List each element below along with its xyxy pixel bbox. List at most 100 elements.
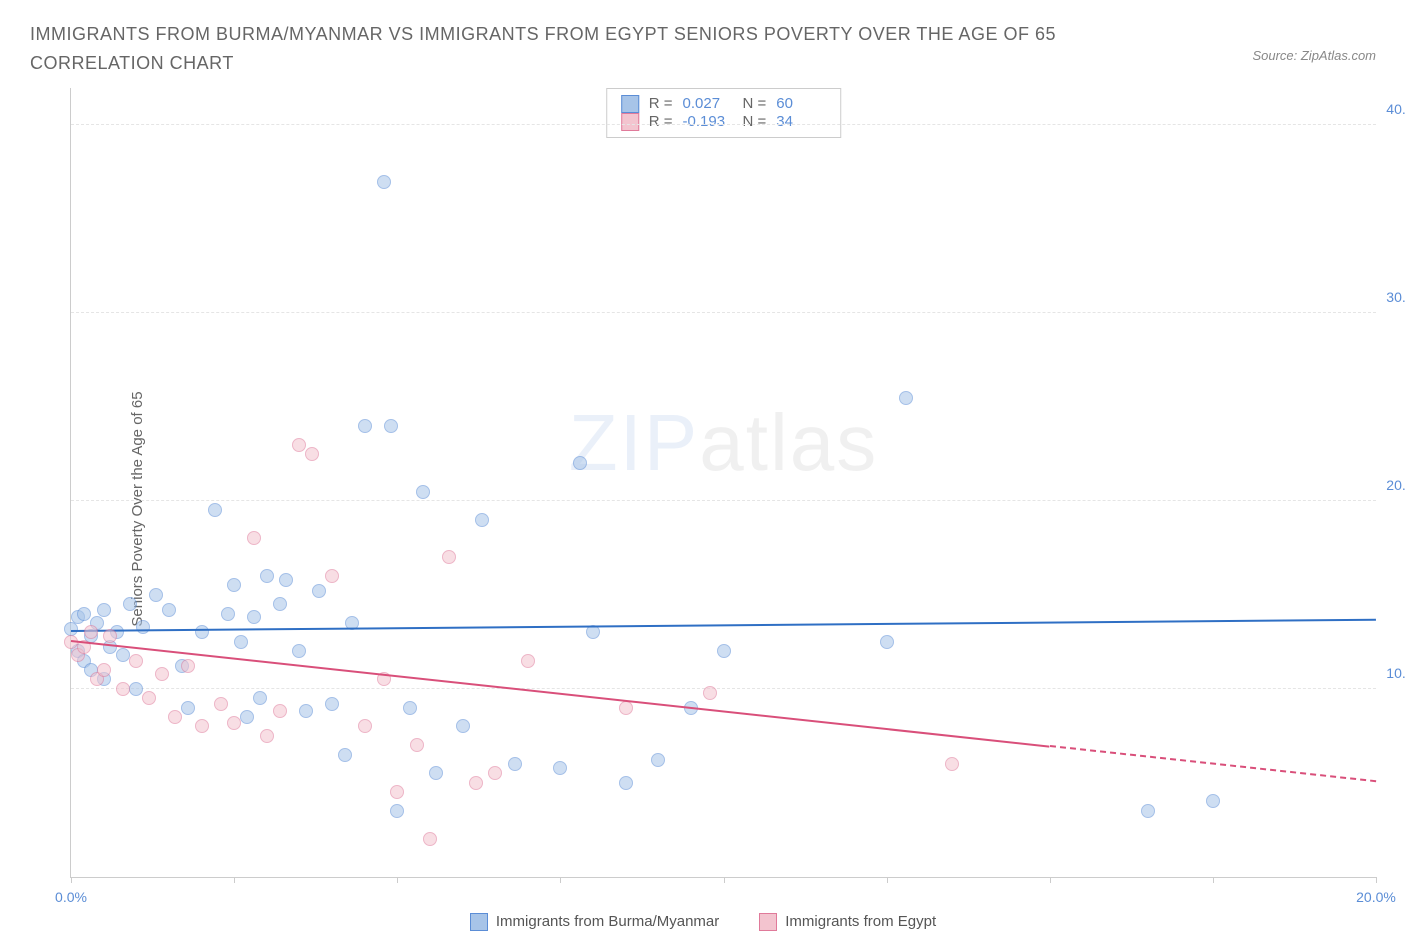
data-point (410, 738, 424, 752)
legend-item: Immigrants from Burma/Myanmar (470, 913, 719, 931)
data-point (260, 729, 274, 743)
data-point (77, 607, 91, 621)
data-point (221, 607, 235, 621)
data-point (390, 804, 404, 818)
series-legend: Immigrants from Burma/Myanmar Immigrants … (30, 913, 1376, 931)
trend-line (71, 640, 1050, 748)
data-point (195, 625, 209, 639)
x-tick (1213, 877, 1214, 883)
data-point (234, 635, 248, 649)
data-point (129, 682, 143, 696)
data-point (899, 391, 913, 405)
data-point (227, 716, 241, 730)
data-point (945, 757, 959, 771)
data-point (703, 686, 717, 700)
data-point (181, 701, 195, 715)
data-point (619, 701, 633, 715)
trend-line (71, 619, 1376, 632)
data-point (227, 578, 241, 592)
source-label: Source: ZipAtlas.com (1252, 48, 1376, 63)
data-point (149, 588, 163, 602)
data-point (423, 832, 437, 846)
data-point (377, 175, 391, 189)
data-point (247, 610, 261, 624)
stat-n-value: 34 (776, 113, 826, 130)
y-tick-label: 20.0% (1386, 477, 1406, 493)
data-point (97, 663, 111, 677)
data-point (253, 691, 267, 705)
gridline (71, 312, 1376, 313)
data-point (136, 620, 150, 634)
data-point (103, 629, 117, 643)
data-point (521, 654, 535, 668)
chart-title: IMMIGRANTS FROM BURMA/MYANMAR VS IMMIGRA… (30, 20, 1130, 78)
stat-r-label: R = (649, 95, 673, 112)
data-point (279, 573, 293, 587)
data-point (358, 719, 372, 733)
data-point (208, 503, 222, 517)
x-tick-label: 0.0% (55, 889, 87, 905)
y-tick-label: 10.0% (1386, 665, 1406, 681)
x-tick (71, 877, 72, 883)
x-tick (560, 877, 561, 883)
data-point (651, 753, 665, 767)
data-point (325, 569, 339, 583)
gridline (71, 124, 1376, 125)
data-point (292, 644, 306, 658)
y-tick-label: 40.0% (1386, 101, 1406, 117)
data-point (325, 697, 339, 711)
legend-item: Immigrants from Egypt (759, 913, 936, 931)
stat-n-value: 60 (776, 95, 826, 112)
data-point (247, 531, 261, 545)
x-tick (724, 877, 725, 883)
legend-label: Immigrants from Egypt (785, 913, 936, 930)
data-point (260, 569, 274, 583)
legend-swatch (759, 913, 777, 931)
data-point (338, 748, 352, 762)
data-point (1206, 794, 1220, 808)
data-point (508, 757, 522, 771)
data-point (123, 597, 137, 611)
legend-swatch (470, 913, 488, 931)
x-tick (887, 877, 888, 883)
data-point (488, 766, 502, 780)
stats-row: R =0.027N =60 (621, 95, 827, 113)
gridline (71, 688, 1376, 689)
stat-n-label: N = (743, 95, 767, 112)
data-point (299, 704, 313, 718)
data-point (573, 456, 587, 470)
data-point (429, 766, 443, 780)
data-point (553, 761, 567, 775)
data-point (155, 667, 169, 681)
data-point (469, 776, 483, 790)
data-point (312, 584, 326, 598)
y-tick-label: 30.0% (1386, 289, 1406, 305)
data-point (717, 644, 731, 658)
x-tick (1050, 877, 1051, 883)
data-point (456, 719, 470, 733)
watermark: ZIPatlas (569, 397, 878, 489)
stats-legend: R =0.027N =60R =-0.193N =34 (606, 88, 842, 138)
data-point (390, 785, 404, 799)
stats-row: R =-0.193N =34 (621, 113, 827, 131)
scatter-plot: ZIPatlas R =0.027N =60R =-0.193N =34 10.… (70, 88, 1376, 878)
data-point (240, 710, 254, 724)
legend-label: Immigrants from Burma/Myanmar (496, 913, 719, 930)
data-point (442, 550, 456, 564)
data-point (97, 603, 111, 617)
data-point (880, 635, 894, 649)
data-point (403, 701, 417, 715)
data-point (195, 719, 209, 733)
data-point (358, 419, 372, 433)
x-tick-label: 20.0% (1356, 889, 1396, 905)
data-point (162, 603, 176, 617)
data-point (1141, 804, 1155, 818)
data-point (292, 438, 306, 452)
data-point (142, 691, 156, 705)
legend-swatch (621, 95, 639, 113)
data-point (116, 648, 130, 662)
x-tick (397, 877, 398, 883)
data-point (384, 419, 398, 433)
trend-line (1050, 745, 1376, 782)
stat-r-label: R = (649, 113, 673, 130)
